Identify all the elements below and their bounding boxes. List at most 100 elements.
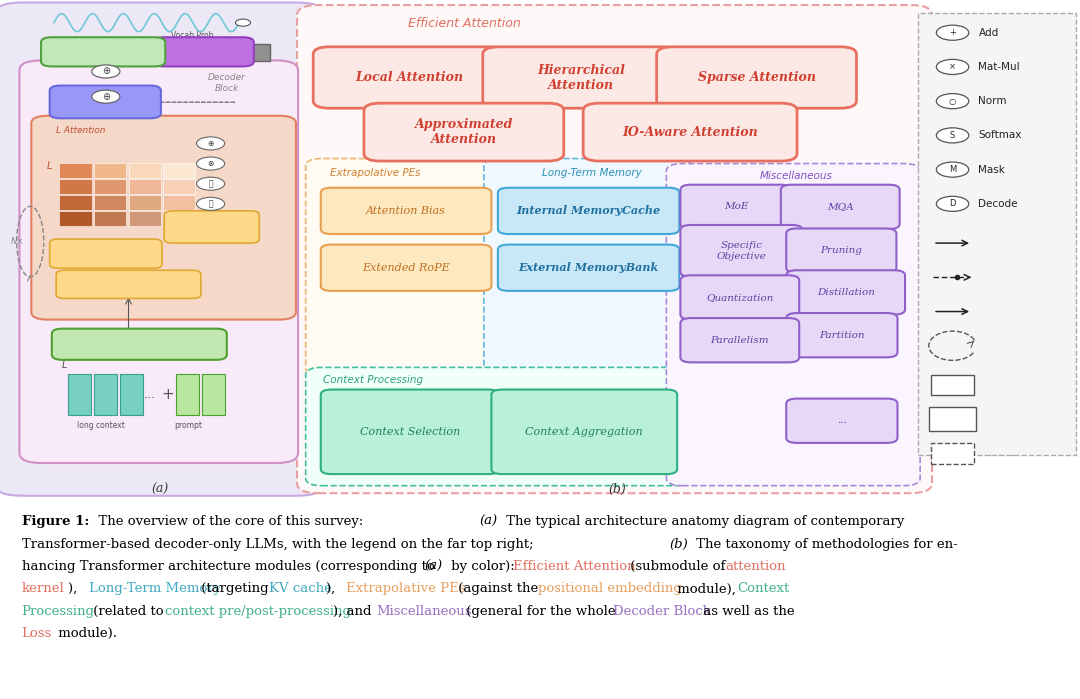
FancyBboxPatch shape: [153, 37, 254, 66]
Bar: [202, 374, 225, 415]
Text: Axis: Axis: [982, 307, 1003, 317]
Text: L: L: [62, 360, 67, 370]
Circle shape: [235, 19, 251, 26]
Text: Approximated
Attention: Approximated Attention: [415, 118, 513, 146]
Text: FFN: FFN: [93, 97, 117, 107]
Text: Miscellaneous: Miscellaneous: [759, 171, 833, 181]
Text: (b): (b): [609, 483, 626, 496]
Text: Stack: Stack: [982, 340, 1011, 351]
Text: ...: ...: [144, 388, 157, 401]
Text: Mat-Mul: Mat-Mul: [978, 62, 1021, 72]
Text: Loss: Loss: [190, 47, 216, 57]
Text: ○: ○: [949, 96, 956, 106]
Text: ⊗: ⊗: [207, 159, 214, 168]
FancyBboxPatch shape: [31, 116, 296, 319]
Text: (general for the whole: (general for the whole: [462, 605, 620, 618]
FancyBboxPatch shape: [491, 389, 677, 474]
Circle shape: [936, 59, 969, 75]
FancyBboxPatch shape: [786, 398, 897, 443]
Text: Decoder Block: Decoder Block: [613, 605, 712, 618]
Text: ⓜ: ⓜ: [208, 199, 213, 208]
Text: S: S: [950, 131, 955, 140]
Text: attention: attention: [726, 560, 786, 573]
Text: Backward: Backward: [982, 273, 1032, 282]
Text: Word Emb: Word Emb: [114, 339, 164, 350]
FancyBboxPatch shape: [918, 13, 1076, 455]
FancyBboxPatch shape: [484, 159, 691, 375]
FancyBboxPatch shape: [786, 313, 897, 357]
Text: Distillation: Distillation: [816, 288, 875, 297]
FancyBboxPatch shape: [364, 103, 564, 161]
Text: Kernel: Kernel: [985, 449, 1017, 459]
Bar: [176, 374, 199, 415]
Text: K: K: [95, 270, 99, 276]
Text: Efficient Attention: Efficient Attention: [513, 560, 636, 573]
Bar: [129, 163, 161, 178]
FancyBboxPatch shape: [786, 229, 896, 273]
Text: KV cache: KV cache: [269, 582, 332, 596]
Bar: [246, 44, 270, 62]
Text: Specific
Objective: Specific Objective: [716, 241, 767, 261]
Text: Vocab Prob: Vocab Prob: [171, 31, 214, 40]
Text: Sparse Attention: Sparse Attention: [698, 71, 815, 84]
Text: Q: Q: [68, 270, 72, 276]
FancyBboxPatch shape: [0, 3, 324, 496]
Text: Decode: Decode: [978, 199, 1018, 209]
FancyBboxPatch shape: [781, 185, 900, 229]
Bar: [94, 374, 117, 415]
Text: Forward: Forward: [982, 238, 1024, 248]
Circle shape: [197, 157, 225, 170]
Text: module).: module).: [54, 627, 117, 640]
Text: Parallelism: Parallelism: [711, 336, 769, 345]
Bar: [120, 374, 143, 415]
Text: Context Processing: Context Processing: [323, 375, 422, 385]
Text: Token: Token: [985, 380, 1014, 390]
Bar: [163, 212, 195, 226]
FancyBboxPatch shape: [786, 271, 905, 315]
Text: Quantization: Quantization: [706, 293, 773, 302]
Circle shape: [197, 197, 225, 210]
FancyBboxPatch shape: [583, 103, 797, 161]
Text: Hierarchical
Attention: Hierarchical Attention: [537, 64, 625, 92]
Bar: [929, 407, 976, 431]
Bar: [59, 179, 92, 194]
Text: Attention Bias: Attention Bias: [366, 206, 446, 216]
FancyBboxPatch shape: [498, 188, 679, 234]
Circle shape: [92, 65, 120, 78]
FancyBboxPatch shape: [50, 239, 162, 268]
FancyBboxPatch shape: [680, 318, 799, 362]
Text: External MemoryBank: External MemoryBank: [518, 262, 659, 273]
Text: The taxonomy of methodologies for en-: The taxonomy of methodologies for en-: [692, 538, 958, 551]
Text: V: V: [154, 270, 159, 276]
Text: positional embedding: positional embedding: [538, 582, 681, 596]
Text: Ⓢ: Ⓢ: [208, 179, 213, 188]
Text: Loss: Loss: [22, 627, 52, 640]
Text: Context Selection: Context Selection: [360, 427, 460, 437]
Text: Module: Module: [985, 415, 1023, 424]
Text: IO-Aware Attention: IO-Aware Attention: [622, 126, 758, 138]
FancyBboxPatch shape: [19, 60, 298, 463]
Circle shape: [936, 94, 969, 109]
Bar: [59, 196, 92, 210]
Text: prompt: prompt: [174, 421, 202, 430]
Text: LM Head: LM Head: [81, 47, 124, 57]
Text: Partition: Partition: [819, 331, 865, 340]
Text: ...: ...: [837, 416, 847, 425]
Text: Internal MemoryCache: Internal MemoryCache: [516, 206, 661, 217]
Text: ⊕: ⊕: [102, 66, 110, 76]
Text: ⊕: ⊕: [207, 139, 214, 148]
Text: (b): (b): [670, 538, 688, 551]
Circle shape: [197, 177, 225, 190]
FancyBboxPatch shape: [41, 37, 165, 66]
FancyBboxPatch shape: [680, 225, 802, 277]
Text: (submodule of: (submodule of: [626, 560, 730, 573]
Text: long context: long context: [77, 421, 124, 430]
FancyBboxPatch shape: [321, 389, 499, 474]
Text: Add: Add: [978, 28, 999, 38]
Bar: [94, 163, 126, 178]
Text: Pos Emb: Pos Emb: [87, 249, 124, 258]
FancyBboxPatch shape: [306, 159, 509, 375]
FancyBboxPatch shape: [52, 329, 227, 360]
Bar: [68, 374, 91, 415]
FancyBboxPatch shape: [680, 275, 799, 319]
